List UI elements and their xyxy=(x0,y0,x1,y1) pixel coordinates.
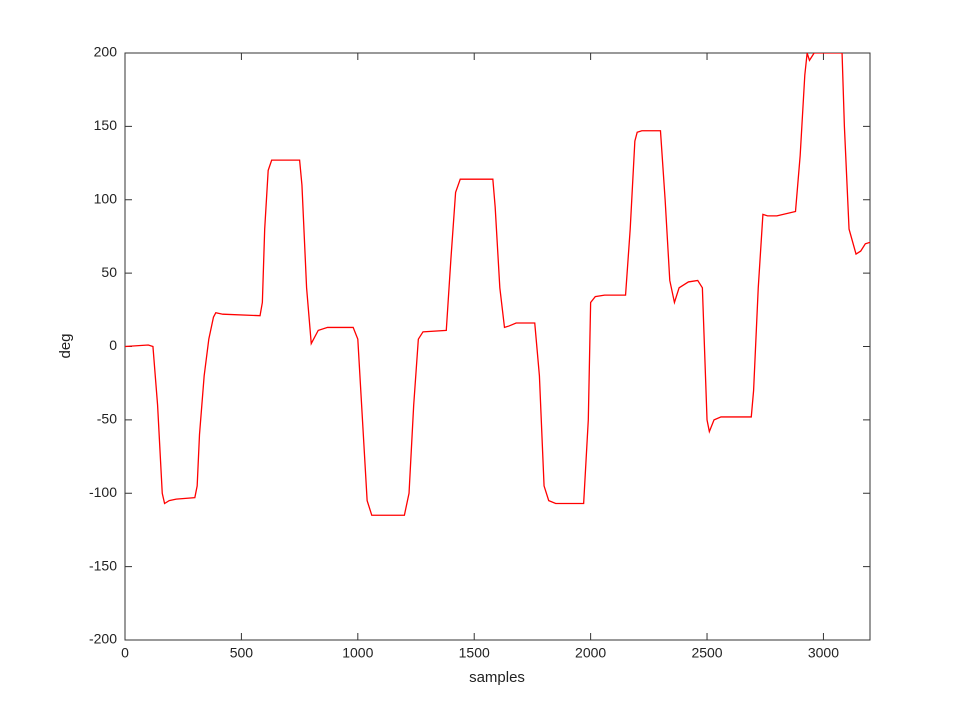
x-tick-label: 1500 xyxy=(459,645,490,661)
y-tick-label: 50 xyxy=(101,264,117,280)
y-axis-label: deg xyxy=(57,333,74,358)
x-tick-label: 0 xyxy=(121,645,129,661)
y-tick-label: 150 xyxy=(94,117,118,133)
x-tick-label: 2000 xyxy=(575,645,606,661)
x-tick-label: 500 xyxy=(230,645,254,661)
x-tick-label: 1000 xyxy=(342,645,373,661)
y-tick-label: -200 xyxy=(89,631,117,647)
x-axis-label: samples xyxy=(469,669,525,686)
y-tick-label: -150 xyxy=(89,557,117,573)
y-tick-label: -100 xyxy=(89,484,117,500)
y-tick-label: 200 xyxy=(94,44,118,60)
data-line xyxy=(125,53,870,516)
plot-frame xyxy=(124,52,871,641)
y-tick-label: -50 xyxy=(97,411,117,427)
x-tick-label: 2500 xyxy=(691,645,722,661)
y-tick-label: 100 xyxy=(94,190,118,206)
y-tick-label: 0 xyxy=(109,337,117,353)
x-tick-label: 3000 xyxy=(808,645,839,661)
